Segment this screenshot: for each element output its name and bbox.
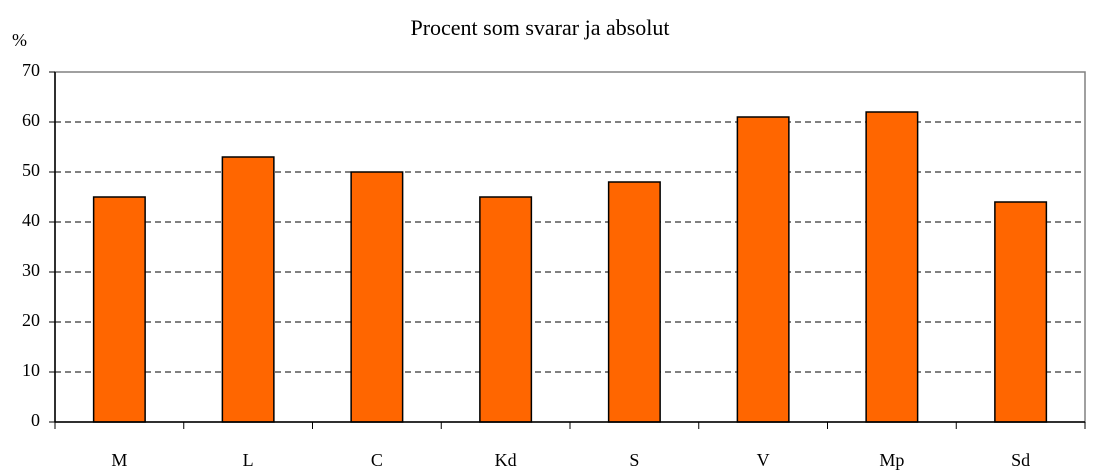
- plot-border: [54, 71, 1086, 423]
- y-tick-label: 60: [22, 110, 40, 130]
- y-tick-label: 40: [22, 210, 40, 230]
- x-tick-label: S: [629, 450, 639, 470]
- bar: [736, 116, 790, 423]
- bar: [607, 181, 661, 423]
- x-tick-label: M: [111, 450, 127, 470]
- bar: [994, 201, 1048, 423]
- x-tick-label: Sd: [1011, 450, 1030, 470]
- bar: [350, 171, 404, 423]
- y-tick-label: 0: [31, 410, 40, 430]
- x-tick-label: Mp: [879, 450, 904, 470]
- bar: [92, 196, 146, 423]
- bar: [865, 111, 919, 423]
- y-tick-label: 50: [22, 160, 40, 180]
- chart-subtitle: Procent som svarar ja absolut: [410, 15, 669, 40]
- y-tick-label: 30: [22, 260, 40, 280]
- bar: [221, 156, 275, 423]
- x-tick-label: Kd: [495, 450, 517, 470]
- x-tick-label: V: [757, 450, 770, 470]
- y-tick-label: 20: [22, 310, 40, 330]
- y-tick-label: 10: [22, 360, 40, 380]
- y-tick-label: 70: [22, 60, 40, 80]
- x-tick-label: C: [371, 450, 383, 470]
- y-axis-label: %: [12, 30, 27, 50]
- bar: [479, 196, 533, 423]
- x-tick-label: L: [243, 450, 254, 470]
